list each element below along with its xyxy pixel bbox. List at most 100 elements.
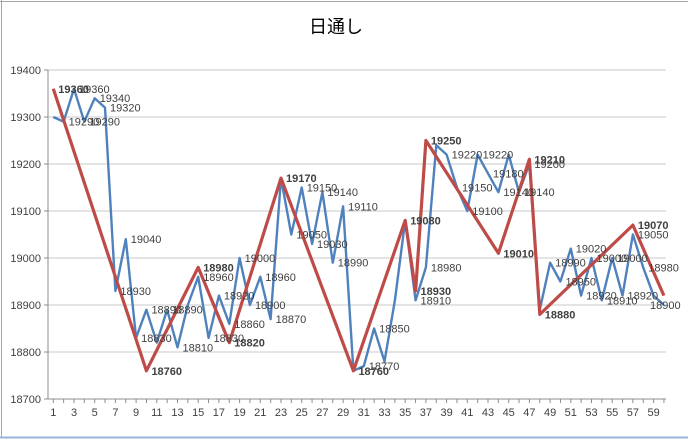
x-tick-label: 5 [92, 407, 98, 419]
x-tick-label: 25 [296, 407, 308, 419]
x-tick-label: 1 [50, 407, 56, 419]
blue-data-label: 18900 [650, 300, 681, 312]
red-series-line [51, 88, 666, 373]
blue-data-label: 18980 [431, 262, 462, 274]
y-tick-label: 19100 [10, 206, 41, 218]
blue-data-label: 19290 [69, 117, 100, 129]
x-tick-label: 35 [399, 407, 411, 419]
blue-data-label: 18850 [379, 324, 410, 336]
x-tick-label: 31 [358, 407, 370, 419]
x-tick-label: 49 [544, 407, 556, 419]
red-data-label: 18980 [203, 262, 234, 274]
gridlines [48, 69, 666, 353]
axes: 19400 19300 19200 19100 19000 18900 18800 18700… [10, 65, 666, 419]
red-data-label: 18760 [151, 366, 182, 378]
blue-data-label: 19110 [348, 201, 378, 213]
blue-data-label: 19000 [597, 253, 628, 265]
y-tick-label: 19000 [10, 253, 41, 265]
blue-data-label: 19030 [317, 239, 348, 251]
red-data-label: 19210 [534, 154, 565, 166]
x-tick-label: 15 [192, 407, 204, 419]
x-tick-label: 23 [275, 407, 287, 419]
red-data-label: 19170 [286, 173, 317, 185]
chart-title: 日通し [309, 17, 363, 37]
x-tick-label: 39 [440, 407, 452, 419]
blue-data-label: 19140 [524, 187, 555, 199]
blue-data-label: 18910 [421, 295, 452, 307]
blue-data-label: 18810 [183, 342, 214, 354]
red-data-label: 19070 [638, 220, 669, 232]
x-tick-label: 9 [133, 407, 139, 419]
x-tick-label: 7 [112, 407, 118, 419]
blue-data-label: 18860 [234, 319, 265, 331]
blue-data-label: 18960 [265, 272, 296, 284]
x-tick-label: 51 [565, 407, 577, 419]
blue-data-label: 19140 [503, 187, 534, 199]
blue-data-label: 19000 [245, 253, 276, 265]
blue-data-label: 19150 [307, 183, 338, 195]
blue-data-label: 18890 [172, 305, 203, 317]
y-tick-label: 18900 [10, 300, 41, 312]
x-tick-label: 33 [378, 407, 390, 419]
blue-data-label: 19150 [462, 183, 493, 195]
blue-data-label: 19220 [483, 150, 514, 162]
blue-data-label: 18900 [255, 300, 286, 312]
blue-data-label: 18920 [628, 291, 659, 303]
x-tick-label: 43 [482, 407, 494, 419]
blue-data-label: 18990 [338, 258, 369, 270]
blue-data-label: 18980 [648, 262, 679, 274]
blue-data-label: 19000 [617, 253, 648, 265]
blue-data-label: 18870 [276, 314, 307, 326]
blue-data-label: 19100 [472, 206, 503, 218]
blue-data-label: 18950 [565, 277, 596, 289]
blue-data-label: 18890 [151, 305, 182, 317]
blue-data-label: 18920 [586, 291, 617, 303]
x-tick-label: 11 [151, 407, 162, 419]
blue-data-label: 19040 [131, 234, 162, 246]
blue-data-label: 19200 [534, 159, 565, 171]
data-labels: 1929019360192901934019320189301904018830… [58, 84, 680, 378]
blue-data-label: 19180 [493, 168, 524, 180]
blue-data-label: 18830 [141, 333, 172, 345]
x-tick-label: 47 [523, 407, 535, 419]
x-tick-label: 57 [627, 407, 639, 419]
red-data-label: 18760 [358, 366, 389, 378]
blue-data-label: 18830 [214, 333, 245, 345]
blue-data-label: 19050 [296, 230, 327, 242]
blue-data-label: 18920 [224, 291, 255, 303]
x-tick-label: 21 [254, 407, 266, 419]
blue-data-label: 18770 [369, 361, 400, 373]
x-tick-label: 13 [171, 407, 183, 419]
blue-data-label: 18960 [203, 272, 234, 284]
blue-data-label: 18930 [120, 286, 151, 298]
series-lines [51, 87, 666, 373]
red-data-label: 18880 [545, 309, 576, 321]
blue-data-label: 19020 [576, 244, 607, 256]
x-tick-label: 45 [503, 407, 515, 419]
y-tick-label: 19200 [10, 159, 41, 171]
red-data-label: 19010 [503, 248, 534, 260]
y-tick-label: 19300 [10, 112, 41, 124]
y-tick-label: 18800 [10, 347, 41, 359]
red-data-label: 19080 [410, 215, 441, 227]
x-tick-label: 55 [606, 407, 618, 419]
x-tick-label: 53 [585, 407, 597, 419]
x-tick-label: 37 [420, 407, 432, 419]
blue-data-label: 19220 [452, 150, 483, 162]
blue-data-label: 19360 [79, 84, 110, 96]
x-tick-label: 3 [71, 407, 77, 419]
red-data-label: 18820 [234, 338, 265, 350]
blue-data-label: 19140 [327, 187, 358, 199]
blue-series-line [52, 87, 665, 372]
red-data-label: 19360 [58, 84, 89, 96]
blue-data-label: 18990 [555, 258, 586, 270]
x-tick-label: 27 [316, 407, 328, 419]
x-tick-label: 17 [213, 407, 225, 419]
blue-data-label: 19340 [100, 93, 131, 105]
blue-data-label: 18910 [607, 295, 638, 307]
blue-data-label: 19050 [638, 230, 669, 242]
red-data-label: 18930 [421, 286, 452, 298]
y-tick-label: 18700 [10, 394, 41, 406]
